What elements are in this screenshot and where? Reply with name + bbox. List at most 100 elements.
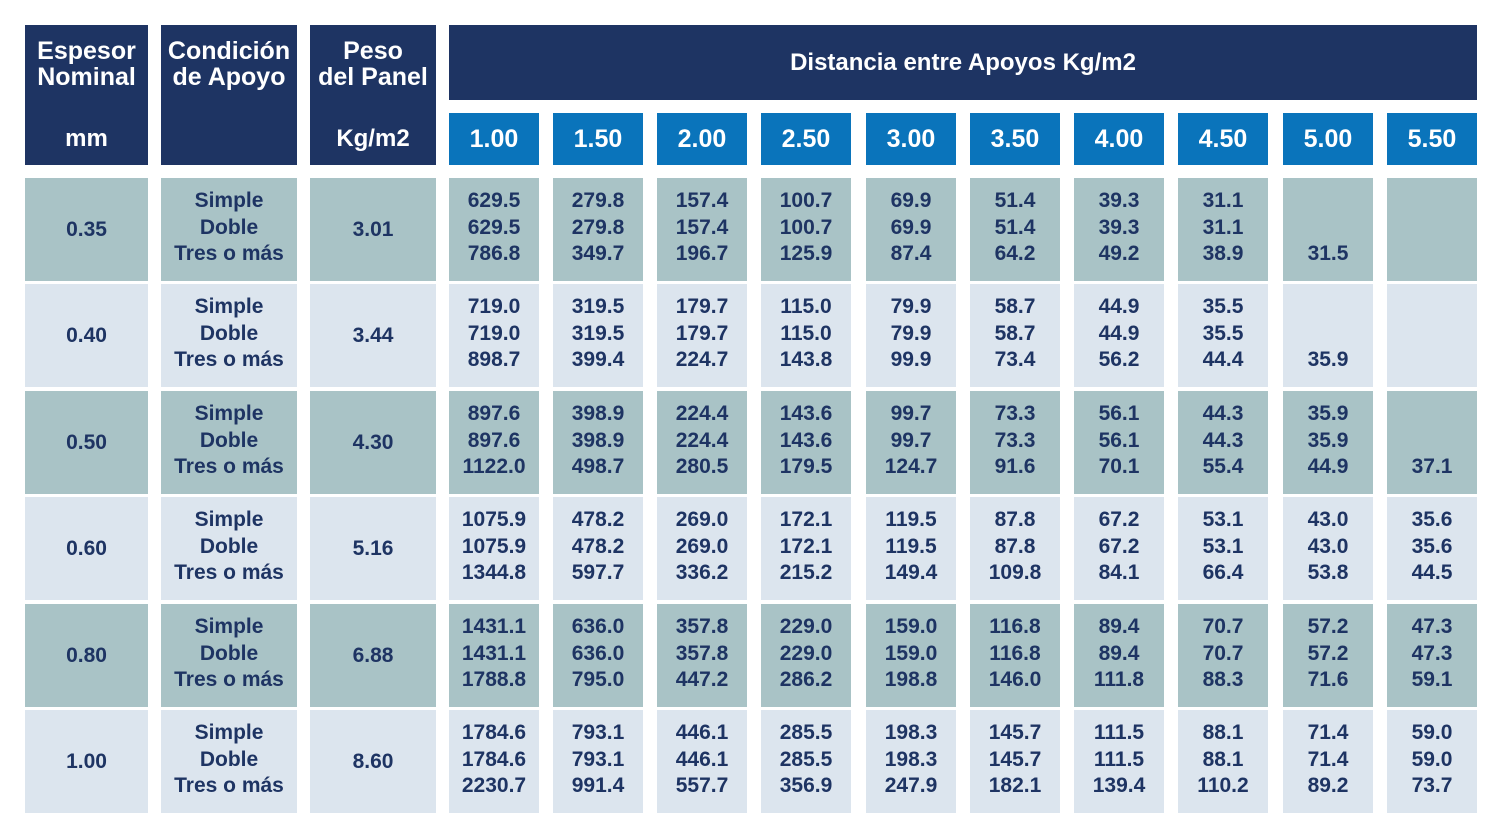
value-cell: 35.5 35.5 44.4 <box>1178 284 1268 387</box>
value-text: 35.6 <box>1411 508 1453 531</box>
condicion-label: Tres o más <box>174 242 284 266</box>
value-cell: 629.5 629.5 786.8 <box>449 178 539 281</box>
value-cell: 897.6 897.6 1122.0 <box>449 391 539 494</box>
value-text: 71.6 <box>1307 668 1349 692</box>
value-cell: 1075.9 1075.9 1344.8 <box>449 497 539 600</box>
value-text: 143.6 <box>779 428 833 452</box>
value-text: 110.2 <box>1197 774 1249 798</box>
value-text: 179.7 <box>675 295 729 318</box>
value-text: 119.5 <box>885 508 937 531</box>
value-text: 51.4 <box>994 189 1036 212</box>
value-text: 446.1 <box>675 721 729 744</box>
value-cell: 99.7 99.7 124.7 <box>866 391 956 494</box>
value-text: 399.4 <box>571 348 625 372</box>
value-text: 143.8 <box>779 348 833 372</box>
value-text: 215.2 <box>779 561 833 585</box>
value-text <box>1387 215 1477 242</box>
value-text: 71.4 <box>1307 721 1349 744</box>
value-text: 44.4 <box>1202 348 1244 372</box>
value-cell: 1431.1 1431.1 1788.8 <box>449 604 539 707</box>
value-text: 73.3 <box>994 428 1036 452</box>
value-text: 280.5 <box>675 455 729 479</box>
value-text: 111.5 <box>1093 721 1145 744</box>
value-text: 897.6 <box>467 402 521 425</box>
value-cell: 87.8 87.8 109.8 <box>970 497 1060 600</box>
value-cell: 159.0 159.0 198.8 <box>866 604 956 707</box>
value-text: 557.7 <box>675 774 729 798</box>
header-condicion: Condición de Apoyo <box>161 25 297 165</box>
value-text: 224.4 <box>675 402 729 425</box>
value-text: 629.5 <box>467 189 521 212</box>
value-text: 37.1 <box>1411 455 1453 479</box>
value-text: 719.0 <box>467 321 521 345</box>
value-text: 69.9 <box>890 189 932 212</box>
value-text <box>1387 347 1477 374</box>
value-text <box>1387 294 1477 321</box>
value-cell: 47.3 47.3 59.1 <box>1387 604 1477 707</box>
value-text: 87.8 <box>994 534 1036 558</box>
value-cell: 319.5 319.5 399.4 <box>553 284 643 387</box>
value-text: 1431.1 <box>461 615 527 638</box>
value-text: 198.3 <box>884 721 938 744</box>
value-text: 44.9 <box>1098 321 1140 345</box>
value-text: 795.0 <box>571 668 625 692</box>
value-text: 229.0 <box>779 641 833 665</box>
value-text: 125.9 <box>779 242 833 266</box>
value-text: 349.7 <box>571 242 625 266</box>
value-text: 319.5 <box>571 321 625 345</box>
value-cell: 100.7 100.7 125.9 <box>761 178 851 281</box>
header-espesor: Espesor Nominal mm <box>25 25 148 165</box>
condicion-label: Doble <box>199 215 259 239</box>
condicion-label: Tres o más <box>174 561 284 585</box>
value-text: 793.1 <box>571 747 625 771</box>
condicion-label: Doble <box>199 534 259 558</box>
value-cell: 44.3 44.3 55.4 <box>1178 391 1268 494</box>
peso-cell: 8.60 <box>310 710 436 813</box>
value-text: 336.2 <box>675 561 729 585</box>
value-cell: 224.4 224.4 280.5 <box>657 391 747 494</box>
value-text: 145.7 <box>988 721 1042 744</box>
value-text: 597.7 <box>571 561 625 585</box>
value-text: 198.3 <box>884 747 938 771</box>
value-text: 182.1 <box>988 774 1042 798</box>
value-text: 99.7 <box>890 402 932 425</box>
value-text: 53.1 <box>1202 508 1244 531</box>
value-text: 79.9 <box>890 295 932 318</box>
condicion-cell: Simple Doble Tres o más <box>161 710 297 813</box>
value-text: 198.8 <box>884 668 938 692</box>
value-text: 1784.6 <box>461 747 527 771</box>
value-text: 116.8 <box>989 615 1041 638</box>
value-text: 58.7 <box>994 321 1036 345</box>
value-text <box>1387 188 1477 215</box>
value-text: 172.1 <box>779 534 833 558</box>
value-text: 285.5 <box>779 721 833 744</box>
condicion-cell: Simple Doble Tres o más <box>161 604 297 707</box>
distance-header-6: 4.00 <box>1074 113 1164 165</box>
header-peso: Peso del Panel Kg/m2 <box>310 25 436 165</box>
value-text: 116.8 <box>989 641 1041 665</box>
value-text: 398.9 <box>571 402 625 425</box>
value-text: 636.0 <box>571 641 625 665</box>
value-cell: 58.7 58.7 73.4 <box>970 284 1060 387</box>
distance-header-0: 1.00 <box>449 113 539 165</box>
value-text: 31.1 <box>1202 215 1244 239</box>
value-cell: 89.4 89.4 111.8 <box>1074 604 1164 707</box>
condicion-label: Tres o más <box>174 348 284 372</box>
value-text: 139.4 <box>1092 774 1146 798</box>
value-text: 73.4 <box>994 348 1036 372</box>
value-text: 88.1 <box>1202 747 1244 771</box>
value-text: 99.7 <box>890 428 932 452</box>
value-cell: 269.0 269.0 336.2 <box>657 497 747 600</box>
value-text: 70.7 <box>1202 641 1244 665</box>
value-text: 91.6 <box>994 455 1036 479</box>
value-text: 124.7 <box>884 455 938 479</box>
distance-header-9: 5.50 <box>1387 113 1477 165</box>
value-text: 179.5 <box>779 455 833 479</box>
distance-header-2: 2.00 <box>657 113 747 165</box>
value-text: 39.3 <box>1098 189 1140 212</box>
value-text: 84.1 <box>1098 561 1140 585</box>
value-text: 897.6 <box>467 428 521 452</box>
condicion-cell: Simple Doble Tres o más <box>161 391 297 494</box>
value-text: 56.1 <box>1098 428 1140 452</box>
value-text: 157.4 <box>675 215 729 239</box>
